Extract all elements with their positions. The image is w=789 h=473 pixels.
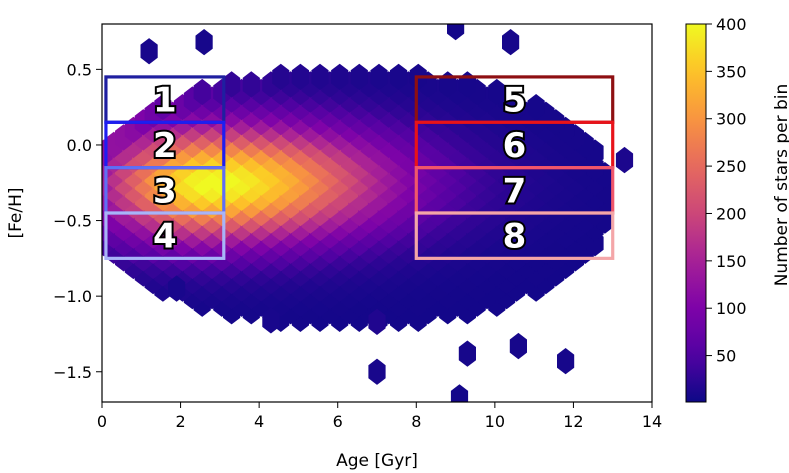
y-tick-label: −0.5: [53, 212, 92, 231]
x-tick-label: 2: [175, 412, 185, 431]
hexbin-cell: [223, 71, 241, 98]
y-tick-label: −1.0: [53, 287, 92, 306]
x-tick-label: 8: [411, 412, 421, 431]
selection-box-label: 2: [153, 126, 177, 166]
selection-box-8: [414, 211, 615, 260]
x-tick-label: 0: [97, 412, 107, 431]
hexbin-cell: [488, 78, 506, 106]
hexbin-cell: [458, 340, 476, 367]
selection-box-label: 3: [153, 171, 177, 211]
selection-boxes: 1 2 3 4 5 6 7 8: [104, 75, 615, 260]
x-tick-label: 6: [333, 412, 343, 431]
y-axis-ticks: 0.5 0.0 −0.5 −1.0 −1.5: [53, 60, 102, 382]
x-tick-label: 14: [642, 412, 662, 431]
selection-box-label: 5: [503, 81, 527, 121]
colorbar-tick-label: 350: [716, 62, 747, 81]
colorbar-tick-label: 400: [716, 15, 747, 34]
hexbin-cell: [527, 94, 545, 121]
selection-box-label: 8: [503, 217, 527, 257]
selection-box-label: 1: [153, 81, 177, 121]
colorbar-label: Number of stars per bin: [772, 84, 789, 287]
y-tick-label: 0.5: [67, 60, 92, 79]
hexbin-cell: [447, 24, 465, 41]
hexbin-cell: [350, 63, 368, 91]
hexbin-cell: [291, 63, 309, 91]
x-axis-label: Age [Gyr]: [336, 451, 418, 471]
colorbar-tick-label: 150: [716, 252, 747, 271]
hexbin-cell: [390, 63, 408, 91]
x-tick-label: 10: [485, 412, 505, 431]
y-tick-label: −1.5: [53, 363, 92, 382]
y-tick-label: 0.0: [67, 136, 92, 155]
x-tick-label: 12: [563, 412, 583, 431]
x-tick-label: 4: [254, 412, 264, 431]
hexbin-cell: [615, 146, 634, 174]
hexbin-cell: [242, 71, 260, 98]
plot-frame: [101, 23, 653, 403]
x-axis-ticks: 0 2 4 6 8 10 12 14: [97, 402, 662, 431]
hexbin-cell: [331, 63, 349, 91]
colorbar-ticks: 50 100 150 200 250 300 350 400: [706, 15, 747, 366]
hexbin-cell: [502, 29, 520, 56]
hexbin-cell: [311, 63, 329, 91]
colorbar-tick-label: 250: [716, 157, 747, 176]
selection-box-label: 4: [153, 217, 177, 257]
hexbin-cell: [195, 29, 213, 56]
selection-box-label: 7: [503, 171, 527, 211]
colorbar-tick-label: 300: [716, 110, 747, 129]
colorbar-tick-label: 100: [716, 299, 747, 318]
colorbar-tick-label: 200: [716, 204, 747, 223]
colorbar-tick-label: 50: [716, 347, 736, 366]
hexbin-cell: [557, 348, 575, 375]
hexbin-cell: [509, 332, 527, 360]
hexbin-cell: [140, 38, 158, 65]
hexbin-cell: [168, 275, 186, 302]
hexbin-cell: [193, 78, 211, 106]
hexbin-cell: [272, 63, 290, 91]
colorbar: [685, 23, 707, 403]
selection-box-4: [104, 211, 226, 260]
hexbin-cell: [368, 308, 386, 335]
hexbin-cell: [262, 307, 280, 334]
y-axis-label: [Fe/H]: [6, 187, 26, 238]
hexbin-cell: [368, 358, 386, 385]
hexbin-cells: [102, 24, 634, 402]
hexbin-cell: [450, 384, 469, 402]
selection-box-label: 6: [503, 126, 527, 166]
hexbin-cell: [370, 63, 388, 91]
hexbin-cell: [154, 94, 172, 121]
